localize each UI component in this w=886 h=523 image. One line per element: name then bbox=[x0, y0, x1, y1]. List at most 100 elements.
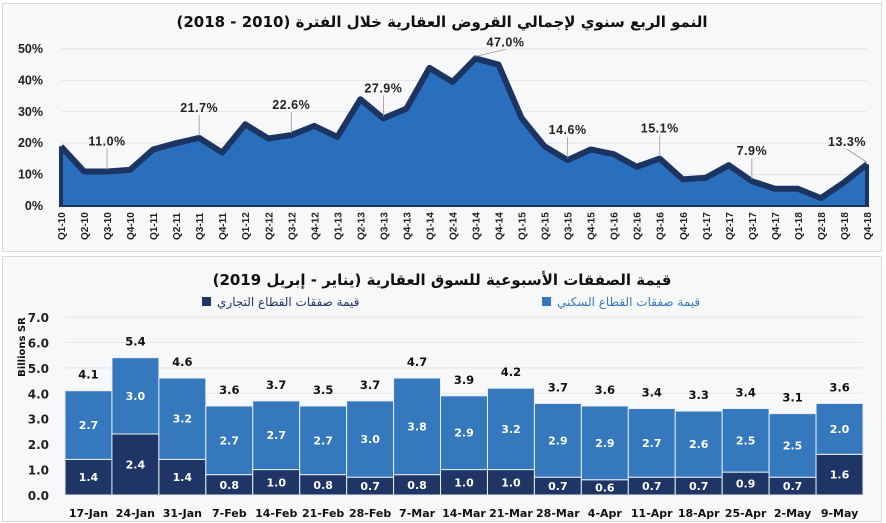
data-label: 21.7% bbox=[180, 101, 218, 115]
y-tick-label: 7.0 bbox=[28, 311, 49, 325]
bar-residential bbox=[252, 400, 301, 471]
y-tick-label: 0.0 bbox=[28, 489, 49, 503]
y-tick-label: 4.0 bbox=[28, 387, 49, 401]
x-tick-label: 7-Mar bbox=[399, 507, 436, 520]
x-tick-label: Q2-18 bbox=[817, 212, 828, 240]
bar-total-label: 4.2 bbox=[501, 365, 521, 379]
x-tick-label: Q1-16 bbox=[610, 212, 621, 240]
loan-growth-area-chart: النمو الربع سنوي لإجمالي القروض العقارية… bbox=[18, 13, 874, 240]
x-tick-label: Q3-10 bbox=[103, 212, 114, 240]
legend-swatch-commercial bbox=[202, 297, 211, 306]
bar-value-residential: 2.6 bbox=[689, 438, 709, 451]
x-tick-label: Q4-16 bbox=[679, 212, 690, 240]
x-tick-label: Q4-15 bbox=[587, 212, 598, 240]
bar-value-commercial: 0.7 bbox=[360, 480, 380, 493]
bar-total-label: 3.1 bbox=[782, 391, 802, 405]
bar-total-label: 3.7 bbox=[548, 380, 568, 394]
bar-residential bbox=[111, 357, 160, 435]
bar-value-commercial: 1.4 bbox=[173, 471, 193, 484]
y-tick-label: 5.0 bbox=[28, 362, 49, 376]
bar-value-commercial: 0.7 bbox=[783, 480, 803, 493]
x-tick-label: 28-Feb bbox=[349, 507, 391, 520]
x-tick-label: Q2-10 bbox=[80, 212, 91, 240]
bar-value-residential: 2.7 bbox=[642, 437, 662, 450]
bar-residential bbox=[393, 377, 442, 476]
bar-value-residential: 2.5 bbox=[736, 434, 756, 447]
x-tick-label: Q4-17 bbox=[771, 212, 782, 240]
x-tick-label: Q1-12 bbox=[241, 212, 252, 240]
bar-total-label: 3.6 bbox=[219, 383, 239, 397]
x-tick-label: 21-Feb bbox=[302, 507, 344, 520]
bar-total-label: 3.9 bbox=[454, 373, 474, 387]
y-tick-label: 50% bbox=[18, 42, 43, 56]
x-tick-label: Q4-18 bbox=[863, 212, 874, 240]
chart-title: قيمة الصفقات الأسبوعية للسوق العقارية (ي… bbox=[213, 271, 672, 289]
weekly-deals-bar-chart: قيمة الصفقات الأسبوعية للسوق العقارية (ي… bbox=[17, 271, 864, 520]
bar-value-residential: 2.9 bbox=[454, 427, 474, 440]
legend-label-residential: قيمة صفقات القطاع السكني bbox=[557, 295, 700, 309]
bar-value-commercial: 0.7 bbox=[548, 480, 568, 493]
data-label: 22.6% bbox=[272, 98, 310, 112]
x-tick-label: Q4-11 bbox=[218, 212, 229, 240]
bar-value-residential: 3.2 bbox=[173, 413, 193, 426]
bar-value-residential: 3.8 bbox=[407, 420, 427, 433]
x-tick-label: 7-Feb bbox=[212, 507, 247, 520]
x-tick-label: 21-Mar bbox=[489, 507, 533, 520]
bar-total-label: 4.7 bbox=[407, 355, 427, 369]
x-tick-label: Q4-14 bbox=[495, 212, 506, 240]
bar-total-label: 5.4 bbox=[125, 335, 145, 349]
x-tick-label: 11-Apr bbox=[631, 507, 673, 520]
x-tick-label: Q3-16 bbox=[656, 212, 667, 240]
y-axis-label: Billions SR bbox=[17, 317, 28, 377]
x-tick-label: Q1-13 bbox=[333, 212, 344, 240]
series-line bbox=[58, 55, 869, 202]
x-tick-label: 17-Jan bbox=[69, 507, 108, 520]
y-tick-label: 3.0 bbox=[28, 413, 49, 427]
bar-commercial bbox=[815, 453, 864, 496]
x-tick-label: 14-Mar bbox=[442, 507, 486, 520]
area-fill bbox=[61, 58, 867, 206]
data-label: 47.0% bbox=[487, 35, 525, 49]
bar-residential bbox=[627, 408, 676, 478]
x-tick-label: 31-Jan bbox=[163, 507, 202, 520]
bar-value-residential: 2.0 bbox=[830, 423, 850, 436]
bar-residential bbox=[721, 408, 770, 473]
x-tick-label: Q3-18 bbox=[840, 212, 851, 240]
x-tick-label: Q2-14 bbox=[448, 212, 459, 240]
x-tick-label: Q1-10 bbox=[57, 212, 68, 240]
x-tick-label: 2-May bbox=[774, 507, 811, 520]
bar-residential bbox=[346, 400, 395, 478]
bar-value-commercial: 1.4 bbox=[79, 471, 99, 484]
x-tick-label: 28-Mar bbox=[536, 507, 580, 520]
bar-value-commercial: 1.0 bbox=[501, 476, 521, 489]
x-tick-label: Q1-11 bbox=[149, 212, 160, 240]
x-tick-label: 14-Feb bbox=[255, 507, 297, 520]
bar-value-commercial: 0.8 bbox=[220, 479, 240, 492]
data-label: 7.9% bbox=[737, 144, 768, 158]
bar-value-commercial: 2.4 bbox=[126, 458, 146, 471]
x-tick-label: Q2-16 bbox=[633, 212, 644, 240]
x-tick-label: Q3-12 bbox=[287, 212, 298, 240]
x-tick-label: 25-Apr bbox=[725, 507, 767, 520]
chart-title: النمو الربع سنوي لإجمالي القروض العقارية… bbox=[176, 13, 707, 32]
data-label: 27.9% bbox=[364, 81, 402, 95]
data-label: 14.6% bbox=[549, 123, 587, 137]
bar-value-commercial: 1.0 bbox=[454, 476, 474, 489]
x-tick-label: 18-Apr bbox=[678, 507, 720, 520]
x-tick-label: Q4-10 bbox=[126, 212, 137, 240]
bar-value-residential: 2.7 bbox=[220, 434, 240, 447]
x-tick-label: 4-Apr bbox=[588, 507, 623, 520]
bar-value-residential: 2.9 bbox=[548, 434, 568, 447]
x-tick-label: Q1-17 bbox=[702, 212, 713, 240]
data-label: 11.0% bbox=[88, 134, 125, 148]
bar-value-residential: 3.0 bbox=[360, 433, 380, 446]
x-tick-label: Q2-12 bbox=[264, 212, 275, 240]
bar-residential bbox=[64, 390, 113, 460]
x-tick-label: Q3-14 bbox=[472, 212, 483, 240]
annotation-leader bbox=[475, 49, 506, 57]
weekly-deals-chart-panel: قيمة الصفقات الأسبوعية للسوق العقارية (ي… bbox=[2, 256, 882, 522]
legend-label-commercial: قيمة صفقات القطاع التجاري bbox=[217, 295, 359, 310]
x-tick-label: Q2-11 bbox=[172, 212, 183, 240]
x-tick-label: 24-Jan bbox=[116, 507, 155, 520]
y-tick-label: 10% bbox=[18, 168, 43, 182]
